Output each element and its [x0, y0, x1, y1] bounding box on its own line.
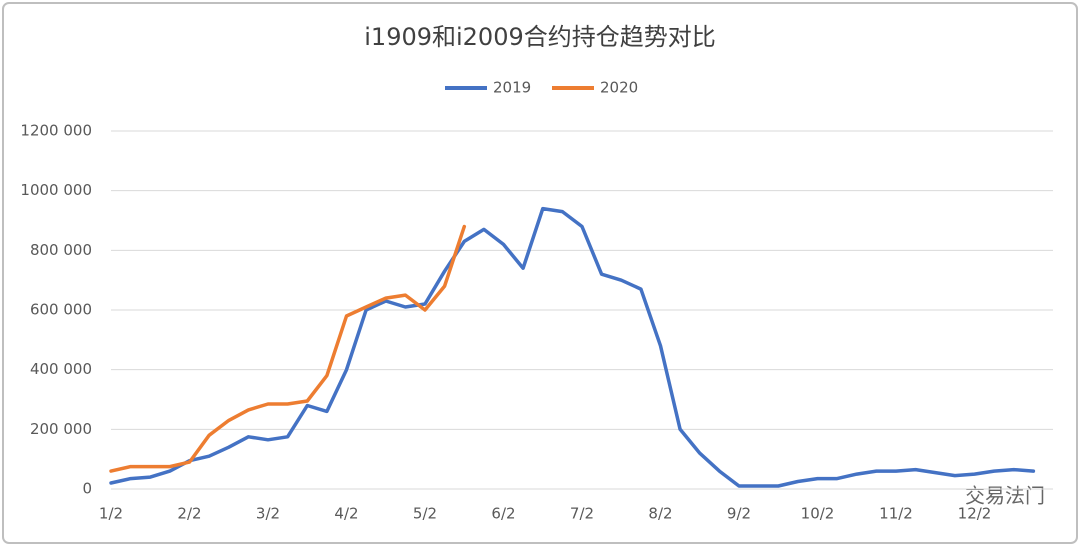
series-line: [109, 206, 1036, 488]
x-tick-label: 5/2: [413, 505, 437, 523]
y-tick-label: 1200 000: [20, 122, 92, 140]
chart-title: i1909和i2009合约持仓趋势对比: [364, 23, 716, 51]
x-tick-label: 9/2: [727, 505, 751, 523]
x-tick-label: 10/2: [801, 505, 835, 523]
y-tick-label: 600 000: [30, 301, 92, 319]
y-tick-label: 200 000: [30, 420, 92, 438]
legend-label: 2020: [600, 79, 638, 97]
x-tick-label: 2/2: [177, 505, 201, 523]
x-tick-label: 12/2: [958, 505, 992, 523]
y-tick-label: 1000 000: [20, 181, 92, 199]
y-tick-label: 0: [82, 480, 92, 498]
x-tick-label: 6/2: [491, 505, 515, 523]
watermark: 交易法门: [965, 484, 1045, 508]
legend-label: 2019: [493, 79, 531, 97]
x-tick-label: 4/2: [334, 505, 358, 523]
x-tick-label: 7/2: [570, 505, 594, 523]
x-tick-label: 11/2: [879, 505, 913, 523]
x-tick-label: 8/2: [648, 505, 672, 523]
y-tick-label: 400 000: [30, 360, 92, 378]
series-line: [109, 224, 467, 473]
x-tick-label: 1/2: [99, 505, 123, 523]
x-tick-label: 3/2: [256, 505, 280, 523]
y-tick-label: 800 000: [30, 241, 92, 259]
